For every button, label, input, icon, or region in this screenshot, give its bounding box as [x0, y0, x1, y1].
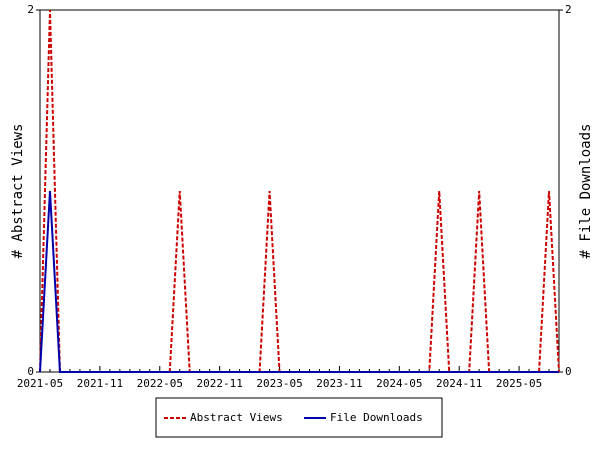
x-tick-label: 2021-11	[77, 377, 123, 390]
x-tick-label: 2024-11	[436, 377, 482, 390]
x-tick-label: 2021-05	[17, 377, 63, 390]
y-tick-label: 0	[27, 365, 34, 378]
x-tick-label: 2024-05	[376, 377, 422, 390]
y2-axis-title: # File Downloads	[578, 124, 594, 259]
x-tick-label: 2022-05	[137, 377, 183, 390]
series-line	[39, 9, 560, 373]
x-tick-label: 2022-11	[196, 377, 242, 390]
y2-tick-label: 2	[565, 3, 572, 16]
plot-frame	[39, 9, 560, 373]
x-tick-label: 2025-05	[496, 377, 542, 390]
x-tick-label: 2023-05	[256, 377, 302, 390]
x-tick-label: 2023-11	[316, 377, 362, 390]
y-tick-label: 2	[27, 3, 34, 16]
y-axis-title: # Abstract Views	[10, 124, 26, 259]
legend-label: File Downloads	[330, 411, 423, 424]
legend	[155, 397, 443, 438]
series-line	[39, 190, 559, 373]
legend-label: Abstract Views	[190, 411, 283, 424]
y2-tick-label: 0	[565, 365, 572, 378]
